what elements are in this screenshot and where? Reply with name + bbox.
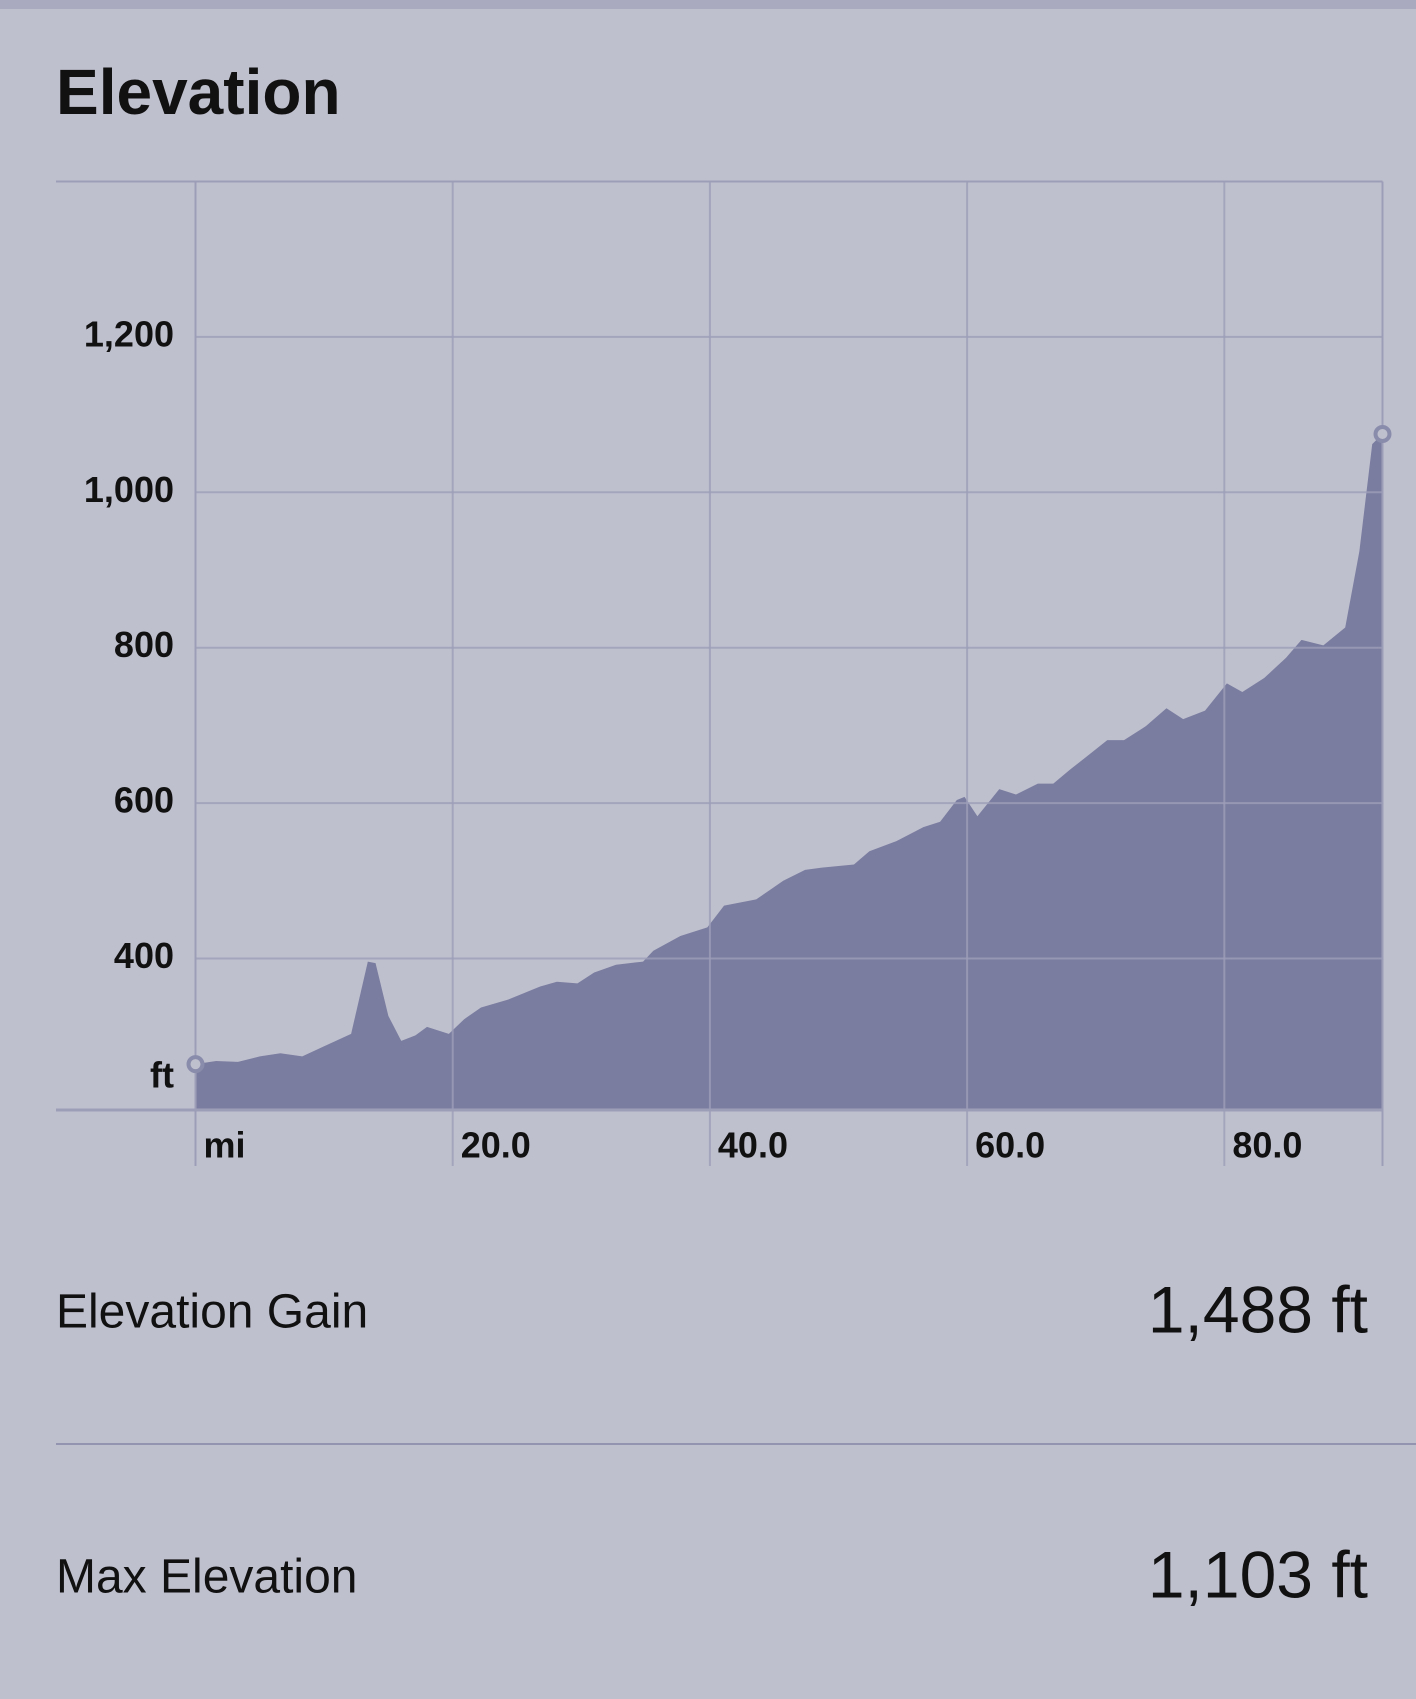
x-unit: mi xyxy=(204,1125,246,1166)
y-unit: ft xyxy=(150,1055,174,1096)
chart-title: Elevation xyxy=(56,56,341,128)
x-tick-label: 20.0 xyxy=(461,1125,531,1166)
x-tick-label: 80.0 xyxy=(1232,1125,1302,1166)
start-marker xyxy=(186,1055,205,1074)
y-tick-label: 800 xyxy=(114,624,174,665)
end-marker xyxy=(1373,425,1392,444)
y-tick-label: 1,000 xyxy=(84,469,174,510)
stat-value: 1,103 ft xyxy=(1148,1537,1368,1611)
stat-label: Elevation Gain xyxy=(56,1286,368,1339)
stat-label: Max Elevation xyxy=(56,1551,357,1604)
elevation-area xyxy=(195,434,1383,1110)
y-tick-label: 400 xyxy=(114,935,174,976)
y-tick-label: 600 xyxy=(114,780,174,821)
y-tick-label: 1,200 xyxy=(84,313,174,354)
x-tick-label: 40.0 xyxy=(718,1125,788,1166)
stat-value: 1,488 ft xyxy=(1148,1272,1368,1346)
top-strip xyxy=(0,0,1416,9)
x-tick-label: 60.0 xyxy=(975,1125,1045,1166)
